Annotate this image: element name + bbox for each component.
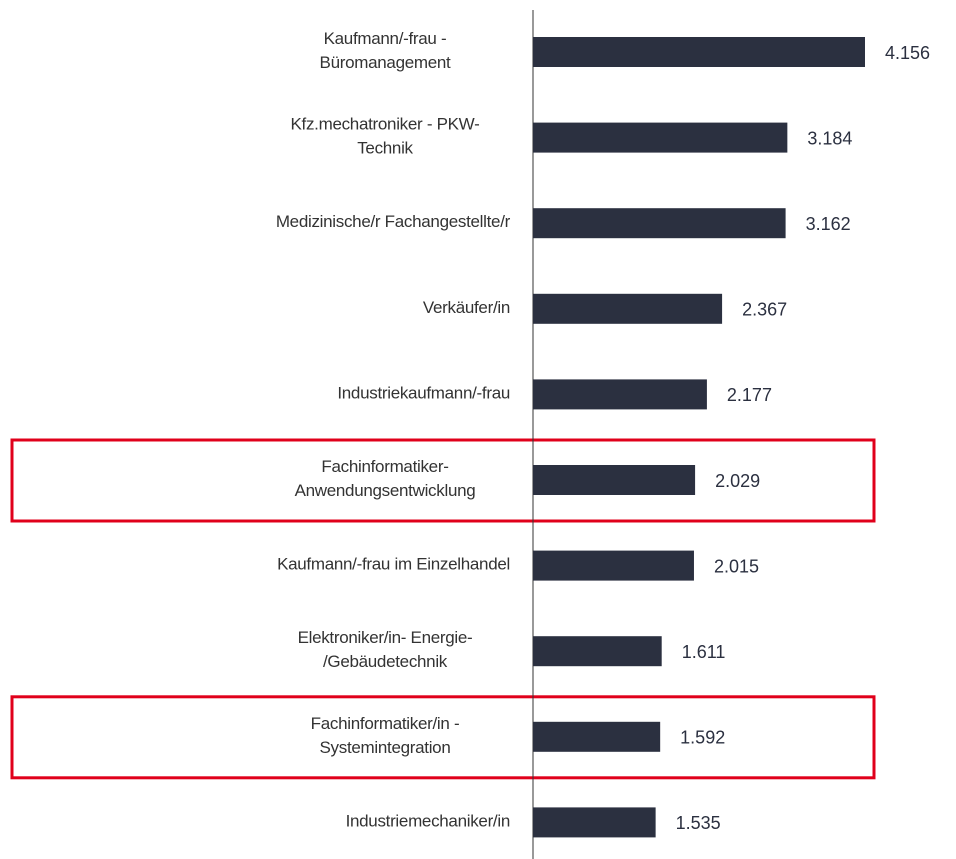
category-label: Kfz.mechatroniker - PKW-Technik [291,115,480,158]
category-label: Fachinformatiker/in -Systemintegration [311,714,460,757]
value-label: 1.592 [680,728,725,748]
bar [533,122,788,153]
value-label: 2.367 [742,300,787,320]
highlight-box [10,438,876,523]
value-label: 2.015 [714,556,759,576]
category-label: Fachinformatiker-Anwendungsentwicklung [295,457,476,500]
highlight-box [10,695,876,780]
value-label: 3.162 [806,214,851,234]
category-label: Medizinische/r Fachangestellte/r [276,213,511,232]
value-label: 1.611 [682,642,726,662]
bar [533,465,696,495]
bar [533,379,707,410]
value-label: 1.535 [676,813,721,833]
category-label: Elektroniker/in- Energie-/Gebäudetechnik [298,629,473,672]
category-label: Industriemechaniker/in [346,812,510,831]
bar [533,293,723,324]
bar [533,636,662,667]
value-label: 4.156 [885,43,930,63]
bar [533,807,656,838]
category-label: Kaufmann/-frau -Büromanagement [320,29,452,72]
category-label: Verkäufer/in [423,298,510,317]
bar [533,37,865,67]
bar [533,721,661,752]
category-label: Industriekaufmann/-frau [337,384,510,403]
value-label: 2.177 [727,385,772,405]
bar [533,208,786,239]
bar [533,550,694,581]
value-label: 3.184 [807,128,852,148]
value-label: 2.029 [715,471,760,491]
category-label: Kaufmann/-frau im Einzelhandel [277,555,510,574]
